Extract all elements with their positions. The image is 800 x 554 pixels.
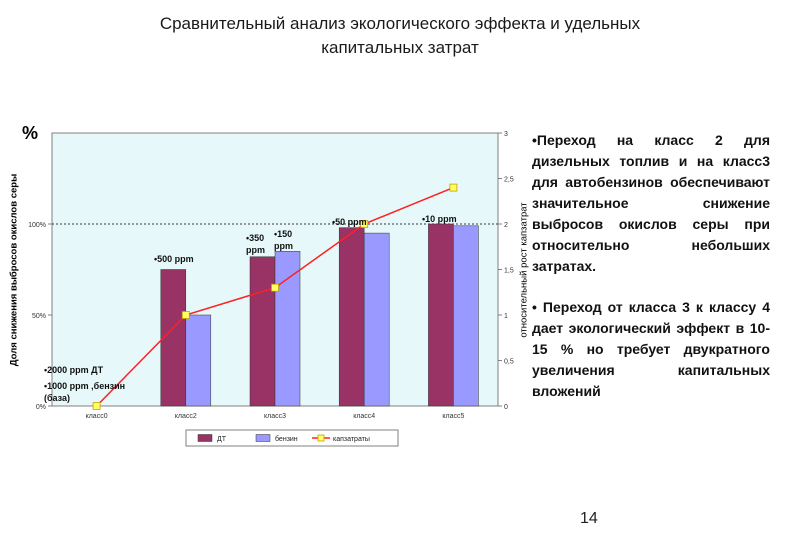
category-label: класс3	[264, 413, 286, 420]
legend-box	[185, 429, 399, 447]
right-tick-label: 2,5	[504, 177, 514, 184]
right-tick-label: 1	[504, 313, 508, 320]
category-label: класс2	[175, 413, 197, 420]
annotation-10ppm: •10 ppm	[422, 214, 457, 224]
bullet-1: •Переход на класс 2 для дизельных топлив…	[532, 132, 770, 274]
slide-title-line1: Сравнительный анализ экологического эффе…	[159, 14, 641, 33]
legend-swatch-marker	[317, 434, 325, 442]
category-label: класс5	[442, 413, 464, 420]
slide-title-line2: капитальных затрат	[321, 38, 479, 57]
line-marker	[449, 183, 458, 192]
right-tick-label: 0,5	[504, 359, 514, 366]
bar-dt	[160, 269, 187, 407]
annotation-350ppm: •350 ppm	[246, 233, 265, 255]
page-number: 14	[580, 510, 598, 527]
slide-title: Сравнительный анализ экологического эффе…	[100, 12, 700, 60]
annotation-2000ppm: •2000 ppm ДТ	[44, 365, 104, 375]
legend-swatch	[255, 434, 271, 442]
bar-benzin	[363, 232, 390, 407]
legend-label: бензин	[275, 435, 298, 443]
category-label: класс4	[353, 413, 375, 420]
bullet-list: •Переход на класс 2 для дизельных топлив…	[532, 130, 770, 422]
left-tick-label: 0%	[36, 404, 46, 411]
right-tick-label: 3	[504, 131, 508, 138]
right-tick-label: 2	[504, 222, 508, 229]
line-marker	[360, 220, 369, 228]
line-marker	[181, 311, 190, 319]
bar-benzin	[185, 314, 212, 407]
bar-dt	[428, 223, 454, 407]
right-tick-label: 0	[504, 404, 508, 411]
legend-label: ДТ	[217, 436, 227, 443]
line-marker	[271, 283, 279, 292]
left-tick-label: 100%	[28, 222, 46, 229]
right-tick-label: 1,5	[504, 268, 514, 275]
percent-symbol: %	[22, 123, 39, 143]
bar-benzin	[274, 251, 301, 407]
left-tick-label: 50%	[32, 313, 46, 320]
annotation-50ppm: •50 ppm	[332, 217, 367, 227]
annotation-150ppm: •150 ppm	[274, 229, 293, 251]
bar-dt	[338, 227, 365, 407]
annotation-1000ppm: •1000 ppm ,бензин (база)	[44, 381, 126, 403]
bar-benzin	[453, 225, 479, 407]
bullet-2: • Переход от класса 3 к классу 4 дает эк…	[532, 299, 770, 399]
legend-swatch	[197, 434, 213, 442]
annotation-500ppm: •500 ppm	[154, 254, 194, 264]
bar-dt	[249, 256, 276, 407]
category-label: класс0	[86, 413, 108, 420]
legend-label: капзатраты	[333, 436, 370, 443]
line-marker	[92, 402, 101, 410]
